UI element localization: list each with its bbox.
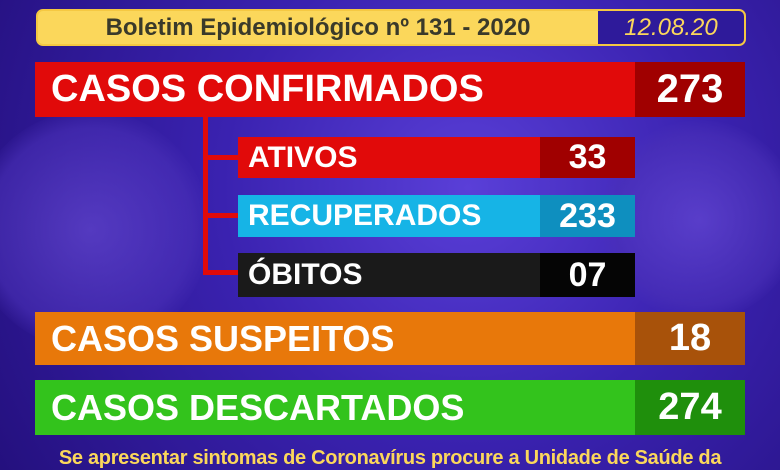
ativos-bar: ATIVOS 33 bbox=[238, 137, 635, 178]
bulletin-date: 12.08.20 bbox=[598, 11, 744, 44]
obitos-bar: ÓBITOS 07 bbox=[238, 253, 635, 297]
suspeitos-bar: CASOS SUSPEITOS 18 bbox=[35, 312, 745, 365]
descartados-value: 274 bbox=[635, 380, 745, 435]
suspeitos-value: 18 bbox=[635, 312, 745, 365]
connector-line bbox=[203, 117, 208, 275]
connector-line bbox=[203, 270, 239, 275]
recuperados-label: RECUPERADOS bbox=[248, 199, 482, 232]
descartados-label: CASOS DESCARTADOS bbox=[51, 386, 465, 428]
obitos-value: 07 bbox=[540, 253, 635, 297]
recuperados-value: 233 bbox=[540, 195, 635, 237]
confirmados-bar: CASOS CONFIRMADOS 273 bbox=[35, 62, 745, 117]
confirmados-label: CASOS CONFIRMADOS bbox=[51, 68, 484, 110]
virus-illustration bbox=[0, 110, 210, 350]
bulletin-title: Boletim Epidemiológico nº 131 - 2020 bbox=[105, 13, 531, 41]
suspeitos-label: CASOS SUSPEITOS bbox=[51, 317, 395, 359]
connector-line bbox=[203, 213, 239, 218]
ativos-value: 33 bbox=[540, 137, 635, 178]
descartados-bar: CASOS DESCARTADOS 274 bbox=[35, 380, 745, 435]
connector-line bbox=[203, 155, 239, 160]
recuperados-bar: RECUPERADOS 233 bbox=[238, 195, 635, 237]
ativos-label: ATIVOS bbox=[248, 140, 358, 174]
obitos-label: ÓBITOS bbox=[248, 258, 363, 291]
header-banner: Boletim Epidemiológico nº 131 - 2020 12.… bbox=[36, 9, 746, 46]
confirmados-value: 273 bbox=[635, 62, 745, 117]
footer-message: Se apresentar sintomas de Coronavírus pr… bbox=[58, 447, 722, 469]
